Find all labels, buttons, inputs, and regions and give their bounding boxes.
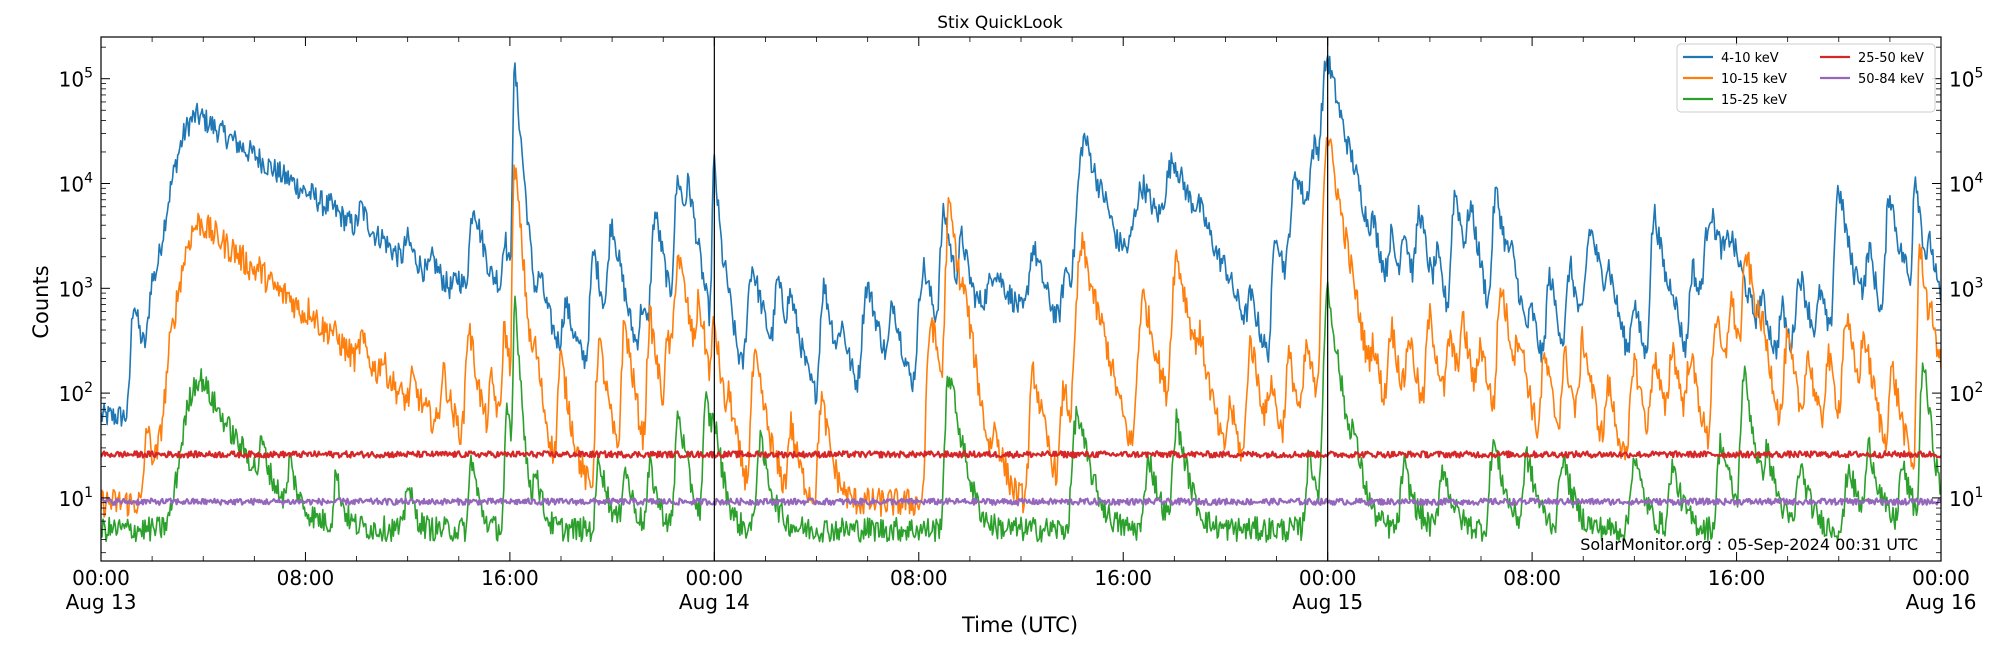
series-line-50-84-kev (101, 497, 1941, 506)
x-tick-label: 00:00 (1912, 566, 1970, 590)
y-tick-label-left: 101 (59, 485, 93, 511)
x-tick-label: 16:00 (1708, 566, 1766, 590)
x-tick-label: 00:00 (1299, 566, 1357, 590)
x-tick-label: 08:00 (890, 566, 948, 590)
y-tick-label-right: 102 (1949, 380, 1983, 406)
day-boundary-lines (713, 37, 1329, 561)
series-line-15-25-kev (101, 281, 1941, 543)
legend-entry: 10-15 keV (1721, 72, 1787, 87)
y-tick-label-right: 105 (1949, 66, 1983, 92)
x-tick-date-label: Aug 13 (66, 590, 137, 614)
y-tick-label-left: 103 (59, 275, 93, 301)
x-tick-date-label: Aug 14 (679, 590, 750, 614)
x-tick-date-label: Aug 15 (1292, 590, 1363, 614)
x-tick-date-label: Aug 16 (1906, 590, 1977, 614)
series-line-25-50-kev (101, 450, 1941, 459)
x-tick-label: 16:00 (1094, 566, 1152, 590)
legend-box (1676, 43, 1936, 113)
legend-entry: 25-50 keV (1858, 51, 1924, 66)
x-tick-label: 00:00 (72, 566, 130, 590)
y-tick-label-left: 105 (59, 66, 93, 92)
legend: 4-10 keV 10-15 keV 15-25 keV 25-50 keV 50-84… (1676, 43, 1936, 113)
x-tick-label: 16:00 (481, 566, 539, 590)
y-axis-ticks: 101 101 102 102 103 103 104 104 105 105 (59, 46, 1983, 554)
y-tick-label-left: 102 (59, 380, 93, 406)
x-tick-label: 08:00 (1503, 566, 1561, 590)
y-tick-label-right: 104 (1949, 171, 1983, 197)
x-tick-label: 08:00 (277, 566, 335, 590)
x-tick-label: 00:00 (686, 566, 744, 590)
series-line-10-15-kev (101, 136, 1941, 518)
x-axis-label: Time (UTC) (961, 613, 1078, 637)
legend-entry: 4-10 keV (1721, 51, 1779, 66)
y-axis-label: Counts (29, 265, 53, 338)
y-tick-label-right: 101 (1949, 485, 1983, 511)
legend-entry: 50-84 keV (1858, 72, 1924, 87)
series-layer (101, 54, 1941, 543)
legend-entry: 15-25 keV (1721, 93, 1787, 108)
credit-text: SolarMonitor.org : 05-Sep-2024 00:31 UTC (1580, 535, 1918, 554)
series-line-4-10-kev (101, 54, 1941, 427)
chart-title: Stix QuickLook (937, 13, 1063, 33)
y-tick-label-left: 104 (59, 171, 93, 197)
y-tick-label-right: 103 (1949, 275, 1983, 301)
